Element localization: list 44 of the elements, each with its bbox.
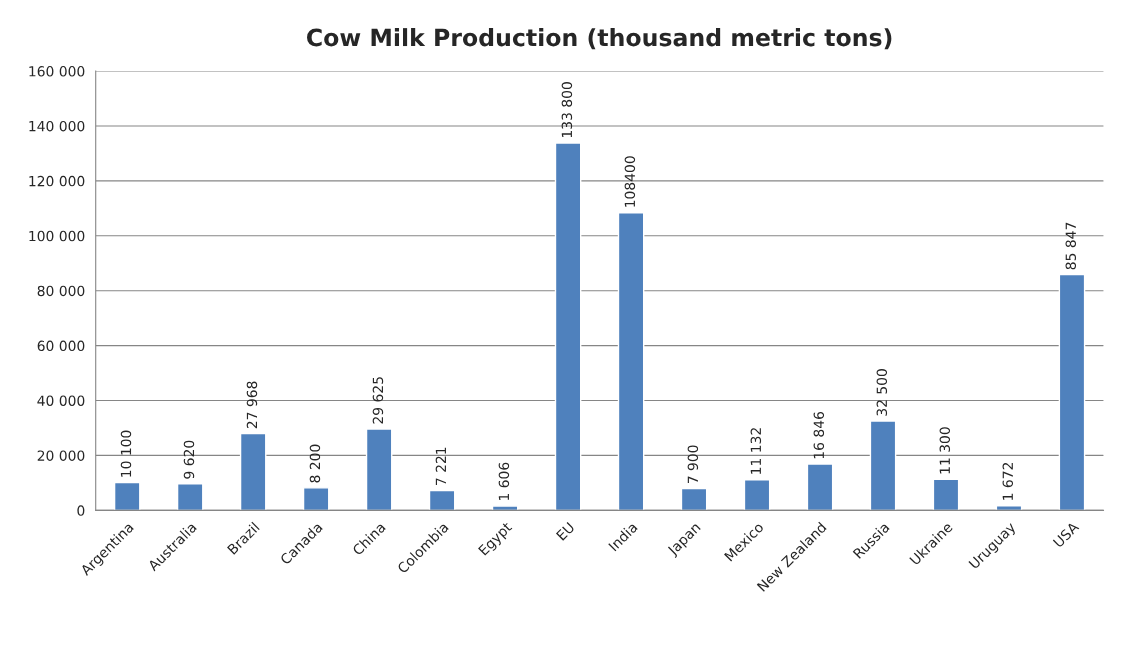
bar: [932, 478, 960, 511]
bar: [428, 489, 456, 511]
bar: [995, 505, 1023, 511]
bar: [806, 463, 834, 511]
data-label: 32 500: [876, 369, 888, 416]
data-label: 7 221: [435, 447, 446, 485]
data-label: 108400: [624, 156, 636, 207]
bar: [743, 479, 771, 511]
y-tick-label: 60 000: [37, 340, 85, 352]
bar: [176, 483, 204, 511]
bar: [302, 487, 330, 511]
data-label: 29 625: [372, 377, 384, 424]
data-label: 1 606: [498, 462, 510, 501]
bar: [680, 487, 708, 511]
data-label: 85 847: [1065, 222, 1077, 270]
y-tick-label: 120 000: [29, 175, 85, 187]
data-label: 16 846: [813, 411, 825, 459]
chart-title: Cow Milk Production (thousand metric tons): [307, 28, 892, 50]
x-tick-label: USA: [1052, 521, 1080, 548]
data-label: 11 300: [939, 427, 951, 474]
bar: [1058, 273, 1086, 511]
bar: [554, 142, 582, 511]
x-tick-label: EU: [555, 521, 575, 541]
y-tick-label: 160 000: [29, 66, 85, 77]
y-tick-label: 140 000: [29, 120, 85, 132]
data-label: 11 132: [750, 428, 762, 474]
y-tick-label: 40 000: [37, 395, 85, 406]
bar: [617, 212, 645, 511]
data-label: 27 968: [246, 381, 258, 429]
y-tick-label: 20 000: [37, 450, 85, 461]
bar: [239, 432, 267, 511]
data-label: 8 200: [309, 444, 321, 483]
data-label: 1 672: [1002, 462, 1014, 500]
y-tick-label: 80 000: [37, 285, 85, 297]
bar: [869, 420, 897, 511]
data-label: 10 100: [120, 430, 132, 477]
y-tick-label: 0: [77, 505, 85, 516]
y-tick-label: 100 000: [29, 230, 85, 242]
data-label: 7 900: [687, 445, 699, 484]
bar: [113, 481, 141, 511]
data-label: 9 620: [183, 440, 195, 479]
bar: [365, 428, 393, 511]
data-label: 133 800: [561, 82, 573, 138]
bar: [491, 505, 519, 511]
